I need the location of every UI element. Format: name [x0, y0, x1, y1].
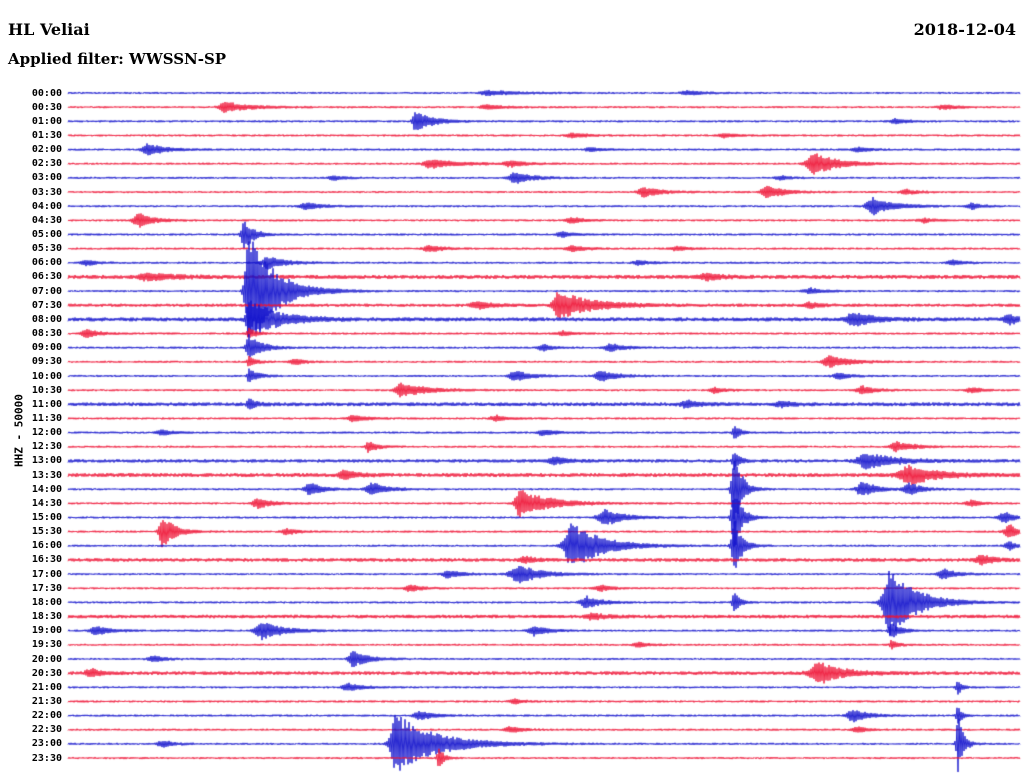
time-label: 09:00	[31, 342, 62, 354]
applied-filter-label: Applied filter: WWSSN-SP	[8, 50, 227, 68]
time-label: 15:30	[31, 526, 62, 538]
time-label: 08:00	[31, 313, 62, 325]
time-label: 21:00	[31, 681, 62, 693]
time-label: 18:30	[31, 611, 62, 623]
time-label: 18:00	[31, 596, 62, 608]
station-title: HL Veliai	[8, 20, 90, 39]
time-label: 16:00	[31, 540, 62, 552]
time-label: 23:30	[31, 752, 62, 764]
time-label: 00:00	[31, 87, 62, 99]
time-label: 11:00	[31, 398, 62, 410]
time-label: 12:00	[31, 427, 62, 439]
time-label: 06:30	[31, 271, 62, 283]
time-label: 23:00	[31, 738, 62, 750]
time-label: 17:00	[31, 568, 62, 580]
time-label: 04:00	[31, 200, 62, 212]
time-label: 12:30	[31, 441, 62, 453]
time-label: 09:30	[31, 356, 62, 368]
time-label: 11:30	[31, 412, 62, 424]
time-label: 06:00	[31, 257, 62, 269]
time-label: 05:00	[31, 229, 62, 240]
time-label: 10:30	[31, 384, 62, 396]
time-label: 02:00	[31, 144, 62, 156]
date-label: 2018-12-04	[913, 20, 1016, 39]
time-label: 22:30	[31, 724, 62, 736]
time-label: 03:30	[31, 186, 62, 198]
time-label: 20:00	[31, 653, 62, 665]
time-label: 14:00	[31, 483, 62, 495]
time-label: 07:00	[31, 285, 62, 297]
time-label: 01:30	[31, 129, 62, 141]
time-label: 02:30	[31, 158, 62, 170]
time-label: 14:30	[31, 497, 62, 509]
time-label: 03:00	[31, 172, 62, 184]
time-label: 07:30	[31, 299, 62, 311]
time-label: 04:30	[31, 214, 62, 226]
time-label: 21:30	[31, 695, 62, 707]
time-label: 22:00	[31, 710, 62, 722]
time-label: 01:00	[31, 115, 62, 127]
time-label: 19:30	[31, 639, 62, 651]
time-label: 13:30	[31, 469, 62, 481]
time-label: 16:30	[31, 554, 62, 566]
time-label: 05:30	[31, 243, 62, 255]
time-label: 10:00	[31, 370, 62, 382]
time-label: 20:30	[31, 667, 62, 679]
time-label: 00:30	[31, 101, 62, 113]
time-label: 17:30	[31, 582, 62, 594]
time-label: 15:00	[31, 512, 62, 523]
time-label: 19:00	[31, 625, 62, 637]
time-label: 08:30	[31, 328, 62, 340]
time-label: 13:00	[31, 455, 62, 467]
